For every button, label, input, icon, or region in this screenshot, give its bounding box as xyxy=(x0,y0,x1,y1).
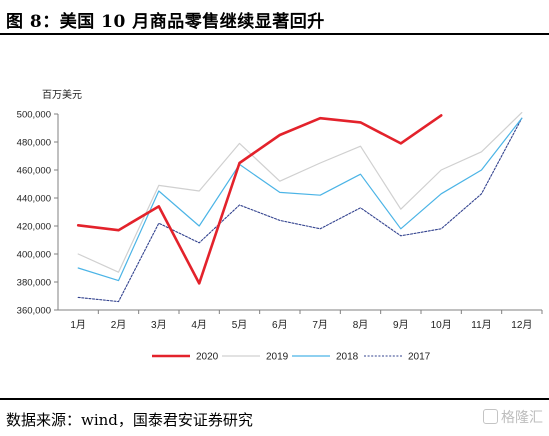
legend-label-2017: 2017 xyxy=(408,352,431,363)
x-tick-label: 3月 xyxy=(151,319,167,331)
y-tick-label: 500,000 xyxy=(17,110,51,121)
x-tick-label: 1月 xyxy=(70,319,86,331)
y-tick-label: 440,000 xyxy=(17,194,51,205)
y-axis-unit-label: 百万美元 xyxy=(42,88,82,101)
x-tick-label: 5月 xyxy=(232,319,248,331)
x-tick-label: 10月 xyxy=(431,319,452,331)
y-tick-label: 360,000 xyxy=(17,306,51,317)
source-divider xyxy=(0,398,549,400)
watermark-text: 格隆汇 xyxy=(501,410,543,426)
series-line-2017 xyxy=(77,117,523,303)
line-chart: 百万美元 360,000 380,000 400,000 420,000 440,000 4… xyxy=(17,88,543,363)
chart-legend: 2020 2019 2018 2017 xyxy=(152,352,431,363)
chart-title: 图 8：美国 10 月商品零售继续显著回升 xyxy=(6,12,325,32)
legend-label-2018: 2018 xyxy=(336,352,359,363)
legend-label-2019: 2019 xyxy=(266,352,289,363)
series-line-2019 xyxy=(77,111,523,273)
chart-axes: 百万美元 360,000 380,000 400,000 420,000 440,000 4… xyxy=(17,88,543,331)
x-tick-label: 8月 xyxy=(353,319,369,331)
y-tick-label: 400,000 xyxy=(17,250,51,261)
watermark: 格隆汇 xyxy=(483,407,543,427)
y-tick-label: 460,000 xyxy=(17,166,51,177)
title-bar: 图 8：美国 10 月商品零售继续显著回升 xyxy=(0,0,549,36)
series-line-2018 xyxy=(77,117,523,282)
x-tick-label: 11月 xyxy=(471,319,491,331)
x-tick-label: 12月 xyxy=(511,319,532,331)
y-tick-label: 480,000 xyxy=(17,138,51,149)
chart-series xyxy=(76,111,523,303)
x-tick-label: 4月 xyxy=(191,319,207,331)
y-tick-label: 420,000 xyxy=(17,222,51,233)
x-tick-label: 2月 xyxy=(111,319,127,331)
x-tick-label: 7月 xyxy=(312,319,328,331)
title-divider xyxy=(0,33,549,35)
source-note: 数据来源：wind，国泰君安证券研究 xyxy=(6,411,253,429)
series-line-2020 xyxy=(76,114,443,285)
x-tick-label: 9月 xyxy=(393,319,409,331)
y-tick-label: 380,000 xyxy=(17,278,51,289)
legend-label-2020: 2020 xyxy=(196,352,219,363)
watermark-logo-icon xyxy=(483,409,498,424)
x-tick-label: 6月 xyxy=(272,319,288,331)
